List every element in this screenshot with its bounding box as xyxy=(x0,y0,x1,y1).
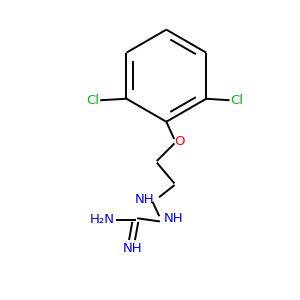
Text: Cl: Cl xyxy=(230,94,243,107)
Text: H₂N: H₂N xyxy=(89,213,114,226)
Text: NH: NH xyxy=(122,242,142,255)
Text: NH: NH xyxy=(135,193,155,206)
Text: NH: NH xyxy=(164,212,183,225)
Text: O: O xyxy=(175,135,185,148)
Text: Cl: Cl xyxy=(87,94,100,107)
